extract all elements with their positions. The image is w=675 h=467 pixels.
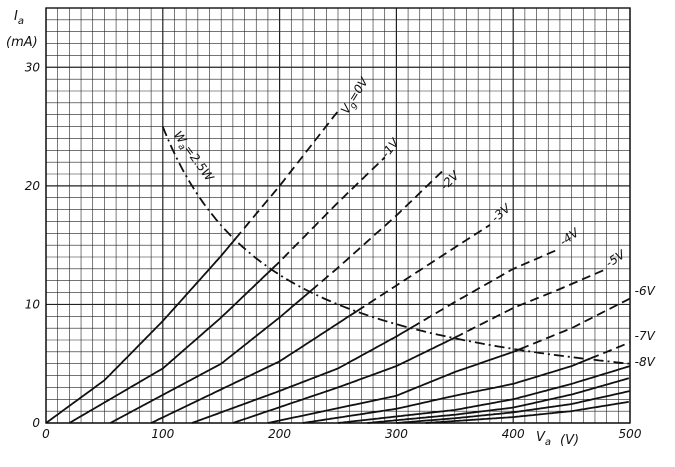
x-axis-title: Va xyxy=(536,430,551,448)
curve-dashed xyxy=(234,110,339,240)
y-axis-title: Ia xyxy=(14,9,24,27)
y-axis-unit: (mA) xyxy=(6,35,38,50)
curve-label: -1V xyxy=(378,135,402,160)
x-axis-unit: (V) xyxy=(560,433,579,448)
curve-label: -7V xyxy=(635,329,656,343)
curve-dashed xyxy=(589,341,631,360)
y-tick-label: 20 xyxy=(25,179,41,193)
x-tick-label: 0 xyxy=(42,427,50,441)
curve-solid xyxy=(302,357,591,424)
curve-solid xyxy=(68,267,274,424)
power-curve-label: Wa=2.5W xyxy=(168,128,217,186)
power-dissipation-curve xyxy=(161,126,631,365)
x-tick-label: 500 xyxy=(619,427,642,441)
curves xyxy=(45,110,631,424)
curve-dashed xyxy=(454,268,607,339)
curve-dashed xyxy=(310,170,443,292)
curve-dashed xyxy=(356,224,491,313)
y-tick-label: 10 xyxy=(25,297,41,311)
x-tick-label: 300 xyxy=(385,427,408,441)
curve-dashed xyxy=(519,297,631,350)
curve-solid xyxy=(109,289,312,424)
curve-solid xyxy=(337,365,631,424)
x-tick-label: 200 xyxy=(268,427,291,441)
curve-dashed xyxy=(271,156,386,270)
curve-label: -8V xyxy=(635,355,656,369)
curve-solid xyxy=(45,238,236,424)
x-tick-label: 400 xyxy=(502,427,525,441)
labels: 0 100 200 300 400 5000102030Wa=2.5WVg=0V-1V-2… xyxy=(25,60,656,441)
curve-solid xyxy=(367,377,630,424)
curve-solid xyxy=(232,336,456,424)
curve-solid xyxy=(396,390,631,424)
power-curve-line xyxy=(161,126,631,365)
curve-solid xyxy=(191,326,413,424)
x-tick-label: 100 xyxy=(151,427,174,441)
curve-solid xyxy=(425,400,629,424)
curve-dashed xyxy=(411,248,560,329)
curve-solid xyxy=(150,310,358,424)
curve-label: Vg=0V xyxy=(338,74,374,117)
y-tick-label: 30 xyxy=(25,60,41,74)
grid xyxy=(45,7,631,424)
y-tick-label: 0 xyxy=(32,416,40,430)
curve-label: -6V xyxy=(635,284,656,298)
curve-solid xyxy=(267,348,521,424)
